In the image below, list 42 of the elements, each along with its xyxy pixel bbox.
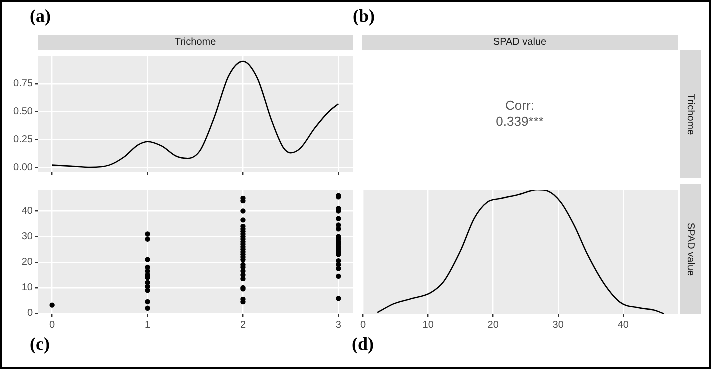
point	[145, 236, 150, 242]
point	[145, 306, 150, 311]
chart-title: Trichome	[38, 35, 353, 50]
point	[145, 257, 150, 262]
point	[50, 302, 55, 308]
text: Trichome	[685, 93, 696, 135]
y-tick-label: 0.25	[14, 134, 34, 146]
x-tick-label: 3	[336, 320, 342, 331]
x-tick-label: 10	[422, 320, 434, 331]
text: (b)	[353, 6, 375, 27]
x-tick-label: 30	[552, 320, 564, 331]
point	[336, 222, 342, 228]
x-tick-label: 0	[50, 320, 56, 331]
point	[336, 274, 342, 280]
text: (a)	[30, 6, 51, 27]
text: (d)	[352, 334, 374, 355]
x-tick-label: 40	[618, 320, 630, 331]
point	[240, 218, 246, 223]
text: 0.339***	[495, 114, 545, 129]
point	[336, 216, 342, 222]
x-tick-label: 20	[488, 320, 500, 331]
line-series	[52, 60, 340, 168]
point	[145, 232, 150, 237]
point	[145, 299, 150, 305]
x-tick-label: 2	[240, 320, 246, 331]
y-tick-label: 0.75	[14, 78, 34, 90]
text: Corr:	[504, 98, 536, 113]
point	[240, 208, 246, 214]
y-tick-label: 30	[22, 232, 34, 243]
y-tick-label: 0.50	[14, 106, 34, 118]
y-tick-label: 0.00	[14, 162, 34, 174]
y-tick-label: 20	[22, 257, 34, 268]
point	[145, 280, 150, 286]
text: (c)	[30, 334, 50, 355]
y-tick-label: 10	[22, 282, 34, 294]
x-tick-label: 0	[360, 320, 367, 331]
point	[336, 296, 342, 302]
y2-axis-title: SPAD value	[685, 222, 696, 276]
x-tick-label: 1	[144, 320, 151, 331]
y-tick-label: 40	[22, 206, 34, 217]
text: SPAD value	[362, 35, 678, 50]
y-tick-label: 0	[27, 308, 34, 320]
